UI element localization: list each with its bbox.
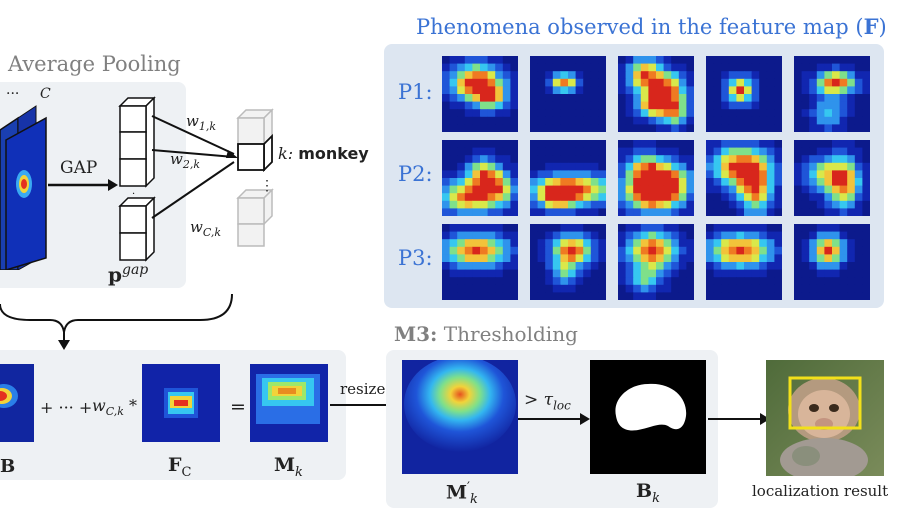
bk-label: Bk <box>636 480 660 506</box>
threshold-title: M3: Thresholding <box>394 322 578 346</box>
mk-prime-map <box>402 360 518 474</box>
bk-mask <box>590 360 706 474</box>
mk-heatmap <box>250 364 328 442</box>
mk-map <box>250 364 328 442</box>
monkey-photo <box>766 360 884 476</box>
feature-heatmap-p2-5 <box>794 140 870 216</box>
pgap-vector: · <box>118 96 158 266</box>
heatmap-cells <box>706 224 782 300</box>
channel-dots: ··· <box>6 86 20 102</box>
threshold-arrow <box>518 413 590 425</box>
mk-prime-heatmap <box>402 360 518 474</box>
class-label: k: monkey <box>278 144 369 163</box>
threshold-condition: > τloc <box>524 390 571 413</box>
feature-heatmap-p3-2 <box>530 224 606 300</box>
feature-heatmap-p3-4 <box>706 224 782 300</box>
localization-result-label: localization result <box>752 482 889 500</box>
feature-heatmap-p3-5 <box>794 224 870 300</box>
feature-heatmap-p3-1 <box>442 224 518 300</box>
feature-heatmap-p2-1 <box>442 140 518 216</box>
feature-map-stack <box>0 100 50 272</box>
svg-text:·: · <box>132 189 135 200</box>
heatmap-cells <box>706 140 782 216</box>
weight-c-label: wC,k <box>190 218 222 239</box>
heatmap-cells <box>442 140 518 216</box>
feature-heatmap-p2-3 <box>618 140 694 216</box>
feature-heatmap-p1-5 <box>794 56 870 132</box>
pgap-label: pgap <box>108 262 149 287</box>
sum-equals: = <box>230 396 246 418</box>
sum-feature-map-left <box>0 364 34 442</box>
feature-heatmap-p1-2 <box>530 56 606 132</box>
mk-prime-label: M′k <box>446 480 478 508</box>
channel-count-label: C <box>40 86 51 102</box>
sum-plus-dots: + ··· + <box>40 398 93 417</box>
fc-heatmap <box>142 364 220 442</box>
feature-heatmap-p1-3 <box>618 56 694 132</box>
pgap-cubes: · <box>118 96 156 262</box>
result-arrow <box>708 413 770 425</box>
heatmap-cells <box>794 56 870 132</box>
heatmap-cells <box>442 56 518 132</box>
heatmap-cells <box>618 140 694 216</box>
weight-arrows <box>151 115 238 219</box>
fc-feature-map <box>142 364 220 442</box>
weight-1-label: w1,k <box>186 112 217 133</box>
gap-label: GAP <box>60 158 98 178</box>
fc-label: FC <box>168 454 192 480</box>
average-pooling-title: Average Pooling <box>8 52 181 76</box>
heatmap-cells <box>618 224 694 300</box>
mk-label: Mk <box>274 454 303 480</box>
heatmap-cells <box>442 224 518 300</box>
heatmap-cells <box>794 224 870 300</box>
heatmap-cells <box>706 56 782 132</box>
gap-arrow <box>48 179 118 191</box>
sum-weight-c: wC,k * <box>92 396 137 419</box>
heatmap-cells <box>530 56 606 132</box>
row-label-p3: P3: <box>398 246 433 270</box>
heatmap-cells <box>530 140 606 216</box>
feature-heatmap-p1-4 <box>706 56 782 132</box>
resize-label: resize <box>340 380 386 398</box>
row-label-p1: P1: <box>398 80 433 104</box>
brace-connector <box>0 293 233 350</box>
bk-mask-graphic <box>590 360 706 474</box>
heatmap-cells <box>530 224 606 300</box>
feature-heatmap-p2-2 <box>530 140 606 216</box>
sum-left-label: B <box>0 456 16 477</box>
row-label-p2: P2: <box>398 162 433 186</box>
feature-heatmap-p3-3 <box>618 224 694 300</box>
sum-left-heatmap <box>0 364 34 442</box>
localization-result-image <box>766 360 884 476</box>
feature-heatmap-p2-4 <box>706 140 782 216</box>
feature-heatmap-p1-1 <box>442 56 518 132</box>
class-vdots: ⋮ <box>260 178 274 194</box>
heatmap-cells <box>618 56 694 132</box>
weight-2-label: w2,k <box>170 150 201 171</box>
heatmap-cells <box>794 140 870 216</box>
feature-panel-title: Phenomena observed in the feature map (F… <box>416 14 887 39</box>
feature-map-stack-graphic <box>0 105 47 272</box>
class-output-cubes <box>236 108 274 247</box>
